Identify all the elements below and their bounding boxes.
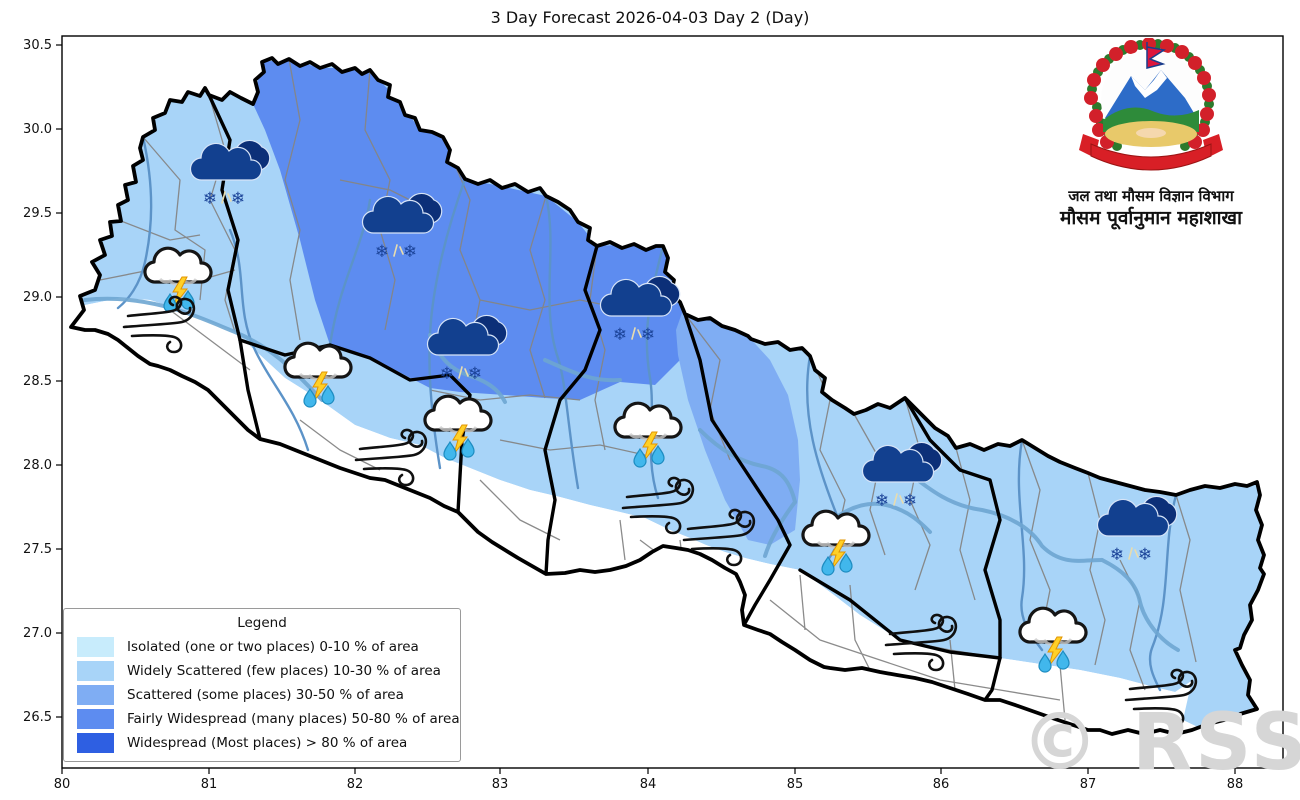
legend-swatch <box>77 733 114 753</box>
x-tick: 80 <box>54 777 71 792</box>
y-tick: 28.5 <box>23 374 52 389</box>
x-tick: 83 <box>492 777 509 792</box>
legend-items: Isolated (one or two places) 0-10 % of a… <box>64 635 460 755</box>
y-axis <box>56 44 62 718</box>
x-tick: 87 <box>1080 777 1097 792</box>
x-tick: 85 <box>787 777 804 792</box>
legend-swatch <box>77 709 114 729</box>
y-tick: 26.5 <box>23 710 52 725</box>
legend-label: Fairly Widespread (many places) 50-80 % … <box>127 711 460 727</box>
legend-label: Widely Scattered (few places) 10-30 % of… <box>127 663 441 679</box>
dhm-department-name: जल तथा मौसम विज्ञान विभाग <box>1068 187 1234 205</box>
legend-item: Fairly Widespread (many places) 50-80 % … <box>64 707 460 731</box>
legend-swatch <box>77 637 114 657</box>
y-tick: 28.0 <box>23 458 52 473</box>
legend-label: Widespread (Most places) > 80 % of area <box>127 735 408 751</box>
x-tick: 84 <box>640 777 657 792</box>
legend-item: Scattered (some places) 30-50 % of area <box>64 683 460 707</box>
legend-label: Scattered (some places) 30-50 % of area <box>127 687 404 703</box>
legend-label: Isolated (one or two places) 0-10 % of a… <box>127 639 419 655</box>
region-north-band-fairly-widespread <box>253 59 690 400</box>
x-tick: 82 <box>347 777 364 792</box>
y-tick: 30.0 <box>23 122 52 137</box>
legend-item: Widely Scattered (few places) 10-30 % of… <box>64 659 460 683</box>
y-tick: 30.5 <box>23 38 52 53</box>
x-tick: 88 <box>1227 777 1244 792</box>
legend-swatch <box>77 685 114 705</box>
x-tick: 81 <box>201 777 218 792</box>
y-tick: 29.0 <box>23 290 52 305</box>
y-tick: 29.5 <box>23 206 52 221</box>
legend-title: Legend <box>237 615 287 631</box>
legend-swatch <box>77 661 114 681</box>
plot-frame <box>61 35 1284 769</box>
dhm-division-name: मौसम पूर्वानुमान महाशाखा <box>1059 207 1243 230</box>
region-east-strip-scattered <box>676 310 800 545</box>
y-tick: 27.5 <box>23 542 52 557</box>
y-axis-labels: 30.5 30.0 29.5 29.0 28.5 28.0 27.5 27.0 … <box>23 38 52 725</box>
legend-item: Widespread (Most places) > 80 % of area <box>64 731 460 755</box>
legend-item: Isolated (one or two places) 0-10 % of a… <box>64 635 460 659</box>
dhm-emblem-icon <box>1079 37 1223 171</box>
dhm-logo: जल तथा मौसम विज्ञान विभाग मौसम पूर्वानुम… <box>1028 37 1274 231</box>
x-axis <box>61 768 1236 774</box>
watermark: © RSS <box>1020 698 1300 788</box>
x-axis-labels: 80 81 82 83 84 85 86 87 88 <box>54 777 1244 792</box>
x-tick: 86 <box>933 777 950 792</box>
page-title: 3 Day Forecast 2026-04-03 Day 2 (Day) <box>490 8 810 27</box>
legend: Legend Isolated (one or two places) 0-10… <box>63 608 461 762</box>
y-tick: 27.0 <box>23 626 52 641</box>
